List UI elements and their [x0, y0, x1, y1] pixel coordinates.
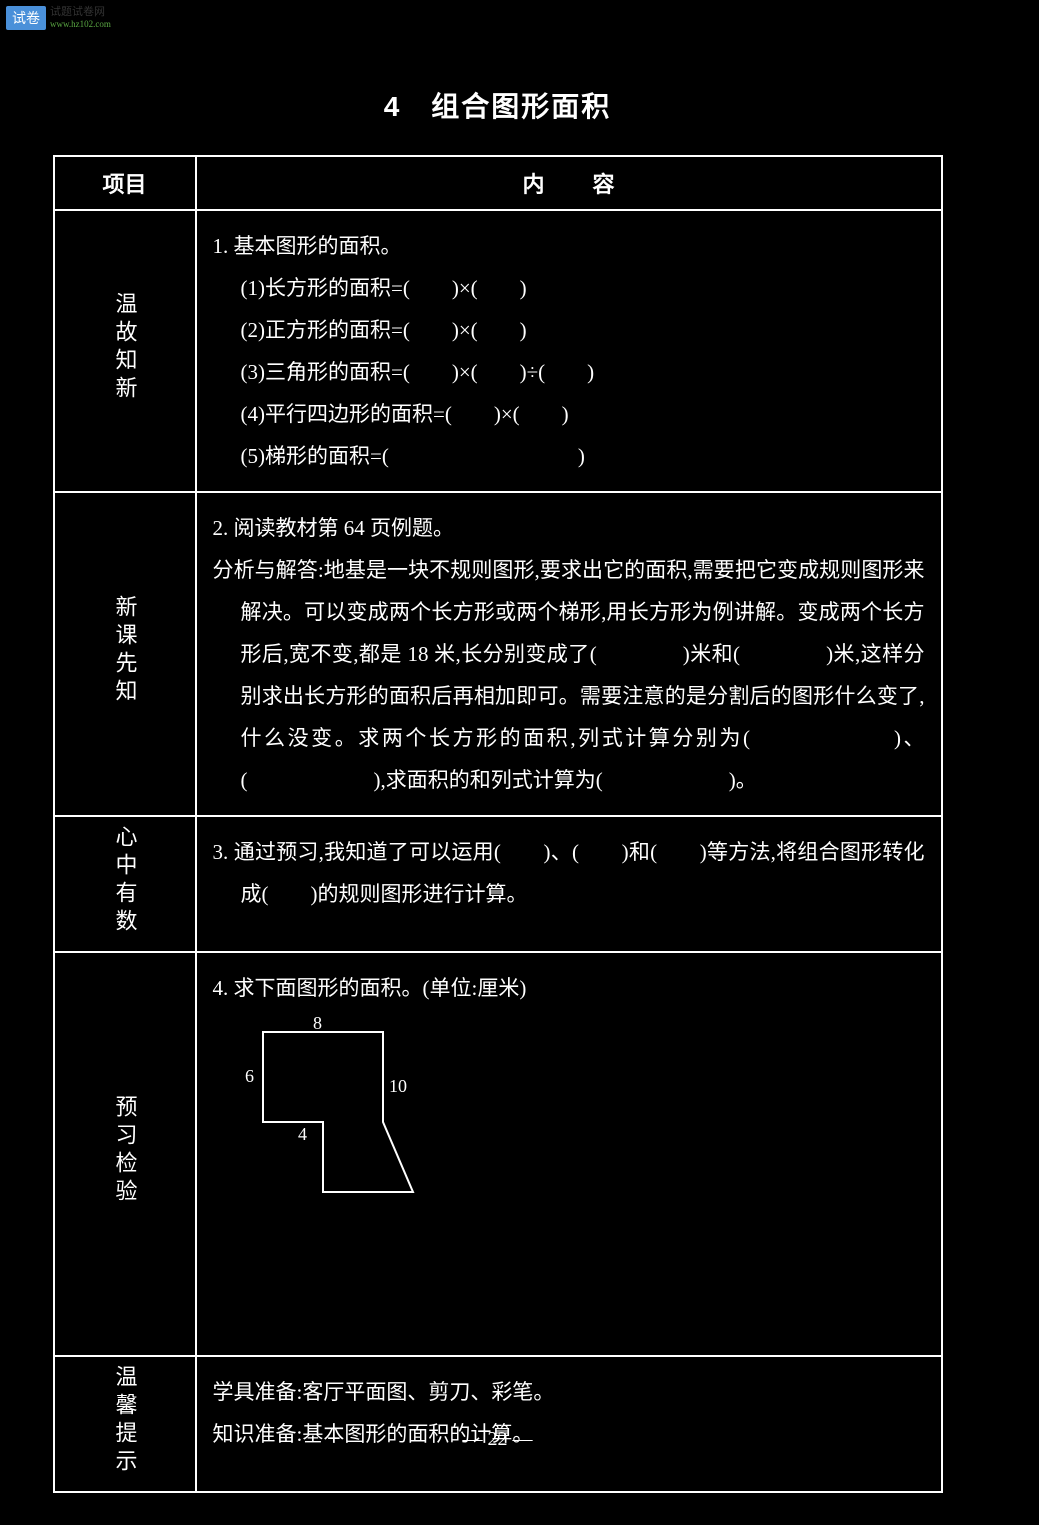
- new-lesson-line-1: 2. 阅读教材第 64 页例题。: [213, 516, 455, 540]
- figure-polygon: [263, 1032, 413, 1192]
- label-new-lesson-text: 新课先知: [109, 595, 141, 707]
- content-practice: 4. 求下面图形的面积。(单位:厘米) 8 6 10 4: [196, 952, 942, 1356]
- row-review: 温故知新 1. 基本图形的面积。 (1)长方形的面积=( )×( ) (2)正方…: [54, 210, 942, 492]
- row-label-tips: 温馨提示: [54, 1356, 196, 1492]
- figure-label-right: 10: [389, 1076, 407, 1096]
- figure-svg: 8 6 10 4: [243, 1017, 443, 1197]
- figure-label-bottom: 4: [298, 1124, 307, 1144]
- row-label-summary: 心中有数: [54, 816, 196, 952]
- label-summary-text: 心中有数: [109, 825, 141, 937]
- page-title: 4 组合图形面积: [35, 85, 960, 125]
- review-line-3: (2)正方形的面积=( )×( ): [213, 309, 925, 351]
- label-review-text: 温故知新: [109, 292, 141, 404]
- watermark-logo: 试卷: [6, 6, 46, 30]
- label-tips-text: 温馨提示: [109, 1365, 141, 1477]
- content-review: 1. 基本图形的面积。 (1)长方形的面积=( )×( ) (2)正方形的面积=…: [196, 210, 942, 492]
- watermark: 试卷 试题试卷网 www.hz102.com: [6, 6, 111, 30]
- row-summary: 心中有数 3. 通过预习,我知道了可以运用( )、( )和( )等方法,将组合图…: [54, 816, 942, 952]
- review-line-6: (5)梯形的面积=( ): [213, 435, 925, 477]
- header-content-b: 容: [593, 172, 615, 197]
- page-number: — 22 —: [35, 1428, 960, 1451]
- new-lesson-line-2: 分析与解答:地基是一块不规则图形,要求出它的面积,需要把它变成规则图形来解决。可…: [213, 549, 925, 801]
- header-content-a: 内: [522, 172, 544, 197]
- watermark-text: 试题试卷网 www.hz102.com: [50, 6, 111, 30]
- summary-line-1: 3. 通过预习,我知道了可以运用( )、( )和( )等方法,将组合图形转化成(…: [213, 831, 925, 915]
- review-line-1: 1. 基本图形的面积。: [213, 234, 402, 258]
- header-col-project: 项目: [54, 156, 196, 210]
- table-header-row: 项目 内 容: [54, 156, 942, 210]
- row-label-new-lesson: 新课先知: [54, 492, 196, 816]
- main-table: 项目 内 容 温故知新 1. 基本图形的面积。 (1)长方形的面积=( )×( …: [53, 155, 943, 1493]
- review-line-5: (4)平行四边形的面积=( )×( ): [213, 393, 925, 435]
- header-spacer: [544, 172, 592, 197]
- figure-label-top: 8: [313, 1017, 322, 1033]
- content-new-lesson: 2. 阅读教材第 64 页例题。 分析与解答:地基是一块不规则图形,要求出它的面…: [196, 492, 942, 816]
- content-tips: 学具准备:客厅平面图、剪刀、彩笔。 知识准备:基本图形的面积的计算。: [196, 1356, 942, 1492]
- row-new-lesson: 新课先知 2. 阅读教材第 64 页例题。 分析与解答:地基是一块不规则图形,要…: [54, 492, 942, 816]
- page-content: 4 组合图形面积 项目 内 容 温故知新 1. 基本图形的面积。 (1)长方形的…: [35, 0, 960, 1453]
- practice-line-1: 4. 求下面图形的面积。(单位:厘米): [213, 976, 527, 1000]
- watermark-cn: 试题试卷网: [50, 6, 105, 18]
- figure-label-left: 6: [245, 1066, 254, 1086]
- row-tips: 温馨提示 学具准备:客厅平面图、剪刀、彩笔。 知识准备:基本图形的面积的计算。: [54, 1356, 942, 1492]
- content-summary: 3. 通过预习,我知道了可以运用( )、( )和( )等方法,将组合图形转化成(…: [196, 816, 942, 952]
- review-line-2: (1)长方形的面积=( )×( ): [213, 267, 925, 309]
- row-label-practice: 预习检验: [54, 952, 196, 1356]
- label-practice-text: 预习检验: [109, 1095, 141, 1207]
- header-col-content: 内 容: [196, 156, 942, 210]
- review-line-4: (3)三角形的面积=( )×( )÷( ): [213, 351, 925, 393]
- row-label-review: 温故知新: [54, 210, 196, 492]
- tips-line-1: 学具准备:客厅平面图、剪刀、彩笔。: [213, 1380, 555, 1404]
- row-practice: 预习检验 4. 求下面图形的面积。(单位:厘米) 8 6 10 4: [54, 952, 942, 1356]
- watermark-url: www.hz102.com: [50, 19, 111, 29]
- geometry-figure: 8 6 10 4: [243, 1017, 925, 1211]
